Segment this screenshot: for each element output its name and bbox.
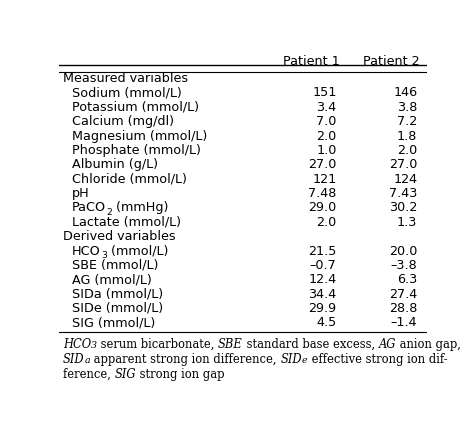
Text: e: e	[302, 357, 308, 365]
Text: –0.7: –0.7	[310, 259, 337, 272]
Text: 3.4: 3.4	[316, 101, 337, 114]
Text: serum bicarbonate,: serum bicarbonate,	[97, 338, 218, 351]
Text: Patient 1: Patient 1	[283, 55, 339, 68]
Text: 28.8: 28.8	[389, 302, 418, 315]
Text: Albumin (g/L): Albumin (g/L)	[72, 158, 158, 171]
Text: 27.0: 27.0	[308, 158, 337, 171]
Text: SIDa (mmol/L): SIDa (mmol/L)	[72, 287, 163, 301]
Text: 7.0: 7.0	[316, 115, 337, 128]
Text: AG: AG	[379, 338, 396, 351]
Text: –1.4: –1.4	[391, 316, 418, 329]
Text: SIDe (mmol/L): SIDe (mmol/L)	[72, 302, 163, 315]
Text: 3.8: 3.8	[397, 101, 418, 114]
Text: 27.4: 27.4	[389, 287, 418, 301]
Text: 151: 151	[312, 86, 337, 100]
Text: AG (mmol/L): AG (mmol/L)	[72, 273, 152, 286]
Text: 12.4: 12.4	[309, 273, 337, 286]
Text: Calcium (mg/dl): Calcium (mg/dl)	[72, 115, 174, 128]
Text: 34.4: 34.4	[309, 287, 337, 301]
Text: Measured variables: Measured variables	[63, 72, 188, 85]
Text: 7.48: 7.48	[308, 187, 337, 200]
Text: anion gap,: anion gap,	[396, 338, 461, 351]
Text: 2.0: 2.0	[316, 130, 337, 142]
Text: 1.0: 1.0	[316, 144, 337, 157]
Text: 20.0: 20.0	[389, 245, 418, 257]
Text: SBE: SBE	[218, 338, 243, 351]
Text: 27.0: 27.0	[389, 158, 418, 171]
Text: Patient 2: Patient 2	[364, 55, 420, 68]
Text: 3: 3	[91, 341, 97, 350]
Text: 29.0: 29.0	[309, 201, 337, 215]
Text: a: a	[84, 357, 90, 365]
Text: HCO: HCO	[63, 338, 91, 351]
Text: standard base excess,: standard base excess,	[243, 338, 379, 351]
Text: (mmol/L): (mmol/L)	[107, 245, 168, 257]
Text: ference,: ference,	[63, 368, 114, 381]
Text: Chloride (mmol/L): Chloride (mmol/L)	[72, 173, 187, 186]
Text: PaCO: PaCO	[72, 201, 106, 215]
Text: SID: SID	[63, 353, 84, 366]
Text: Magnesium (mmol/L): Magnesium (mmol/L)	[72, 130, 207, 142]
Text: 1.3: 1.3	[397, 216, 418, 229]
Text: 2.0: 2.0	[397, 144, 418, 157]
Text: Sodium (mmol/L): Sodium (mmol/L)	[72, 86, 182, 100]
Text: SIG: SIG	[114, 368, 136, 381]
Text: HCO: HCO	[72, 245, 101, 257]
Text: 124: 124	[393, 173, 418, 186]
Text: 3: 3	[101, 251, 107, 260]
Text: SBE (mmol/L): SBE (mmol/L)	[72, 259, 158, 272]
Text: 1.8: 1.8	[397, 130, 418, 142]
Text: Phosphate (mmol/L): Phosphate (mmol/L)	[72, 144, 201, 157]
Text: Lactate (mmol/L): Lactate (mmol/L)	[72, 216, 181, 229]
Text: 146: 146	[393, 86, 418, 100]
Text: 2.0: 2.0	[316, 216, 337, 229]
Text: SIG (mmol/L): SIG (mmol/L)	[72, 316, 155, 329]
Text: 121: 121	[312, 173, 337, 186]
Text: Potassium (mmol/L): Potassium (mmol/L)	[72, 101, 199, 114]
Text: 7.43: 7.43	[389, 187, 418, 200]
Text: 7.2: 7.2	[397, 115, 418, 128]
Text: SID: SID	[280, 353, 302, 366]
Text: 2: 2	[106, 208, 112, 217]
Text: apparent strong ion difference,: apparent strong ion difference,	[90, 353, 280, 366]
Text: 21.5: 21.5	[308, 245, 337, 257]
Text: (mmHg): (mmHg)	[112, 201, 168, 215]
Text: 4.5: 4.5	[316, 316, 337, 329]
Text: pH: pH	[72, 187, 90, 200]
Text: –3.8: –3.8	[391, 259, 418, 272]
Text: strong ion gap: strong ion gap	[136, 368, 225, 381]
Text: Derived variables: Derived variables	[63, 230, 175, 243]
Text: 30.2: 30.2	[389, 201, 418, 215]
Text: 6.3: 6.3	[397, 273, 418, 286]
Text: 29.9: 29.9	[309, 302, 337, 315]
Text: effective strong ion dif-: effective strong ion dif-	[308, 353, 447, 366]
